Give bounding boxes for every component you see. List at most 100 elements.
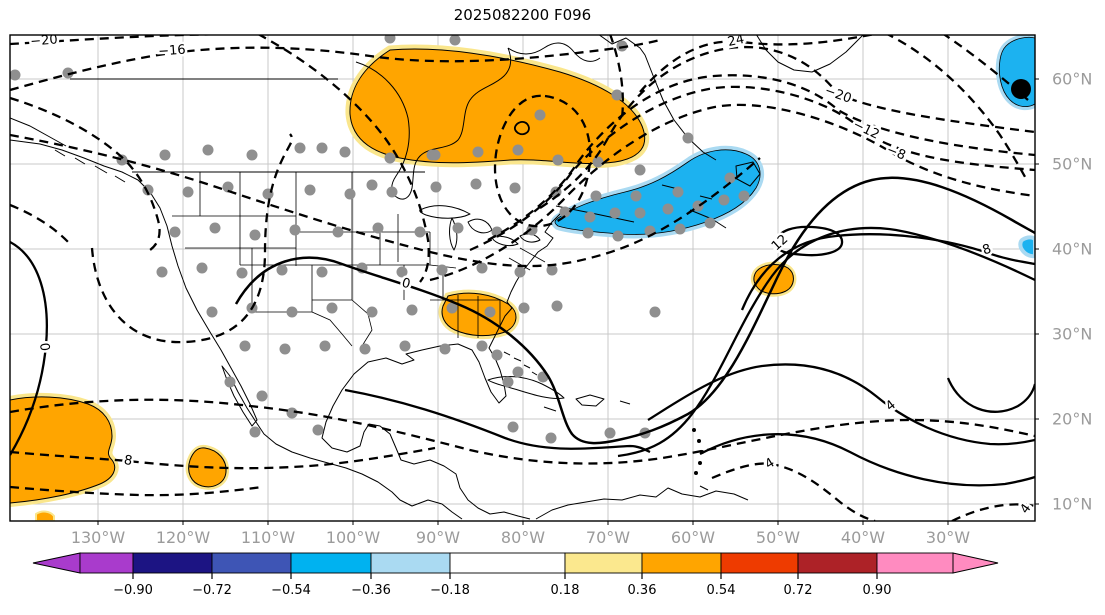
contour-dashed-neg20-nw	[10, 35, 246, 46]
y-tick-label: 60°N	[1052, 69, 1093, 89]
x-tick-label: 40°W	[840, 528, 886, 547]
station-dot	[436, 264, 448, 276]
station-dot	[551, 300, 563, 312]
station-dot	[430, 181, 442, 193]
station-dot	[406, 304, 418, 316]
contour-dashed-canada-diag	[257, 35, 430, 283]
station-dot	[718, 194, 730, 206]
station-dot	[491, 349, 503, 361]
station-dot	[634, 164, 646, 176]
station-dot	[518, 302, 530, 314]
station-dot	[512, 144, 524, 156]
station-dot	[724, 172, 736, 184]
station-dot	[169, 226, 181, 238]
station-dot	[552, 154, 564, 166]
shade-pacific-positive	[10, 392, 230, 521]
colorbar-tick-label: 0.90	[863, 583, 892, 598]
colorbar-segment	[370, 552, 451, 574]
y-tick-label: 30°N	[1052, 324, 1093, 344]
contour-dashed-ungava	[609, 35, 625, 119]
colorbar-segment	[290, 552, 372, 574]
x-tick-label: 90°W	[415, 528, 461, 547]
station-dot	[396, 266, 408, 278]
contour-label: 0	[400, 276, 412, 293]
station-dot	[206, 306, 218, 318]
station-dot	[429, 149, 441, 161]
colorbar-segment	[797, 552, 878, 574]
station-dot	[344, 188, 356, 200]
contour-dashed-south-long	[10, 398, 1035, 465]
station-dot	[502, 376, 514, 388]
station-dot	[246, 149, 258, 161]
station-dot	[399, 340, 411, 352]
station-dot	[582, 227, 594, 239]
contour-solid-4-tropic	[647, 363, 1035, 446]
hudson-bay	[355, 42, 601, 200]
x-tick-label: 110°W	[240, 528, 296, 547]
shade-dark-core	[1011, 79, 1031, 99]
contour-solid-tiny-loop	[513, 121, 530, 136]
station-dot	[704, 217, 716, 229]
station-dot	[326, 302, 338, 314]
colorbar-segment	[876, 552, 954, 574]
contour-dashed-ne-corner2	[942, 35, 1029, 101]
station-dot	[316, 266, 328, 278]
caribbean-islands	[487, 351, 709, 491]
contour-dashed-nw-short	[10, 203, 71, 245]
coastlines	[10, 35, 864, 520]
coast-south-america	[535, 487, 749, 520]
station-dot	[414, 226, 426, 238]
x-tick-label: 60°W	[670, 528, 716, 547]
station-dot	[10, 69, 21, 81]
contour-dashed-great-basin	[90, 133, 294, 344]
station-dot	[366, 179, 378, 191]
contour-dashed-se-corner	[951, 503, 1035, 521]
contour-dashed-neg24	[639, 35, 876, 93]
station-dot	[514, 266, 526, 278]
station-dot	[649, 306, 661, 318]
colorbar-segment	[449, 552, 566, 574]
station-dot	[609, 207, 621, 219]
station-dot	[472, 146, 484, 158]
contour-dashed-plains	[10, 133, 761, 268]
contour-dashed-ne-corner1	[886, 35, 1029, 183]
contour-dashed-neg20e	[539, 45, 1035, 209]
colorbar-tick-label: −0.72	[192, 583, 232, 598]
station-dot	[386, 186, 398, 198]
contours-dashed	[10, 35, 1035, 521]
station-dot	[449, 35, 461, 46]
contour-solid-4-ridge	[617, 226, 1035, 458]
x-tick-label: 50°W	[755, 528, 801, 547]
contour-solid-tropic2	[699, 433, 1035, 487]
contour-dashed-neg12	[469, 85, 1035, 252]
contour-solid-12-closed	[774, 225, 844, 257]
station-dot	[584, 211, 596, 223]
colorbar-tick-label: −0.90	[113, 583, 153, 598]
state-borders	[172, 172, 546, 347]
station-dot	[159, 149, 171, 161]
station-dot	[332, 226, 344, 238]
station-dot	[316, 142, 328, 154]
station-dot	[384, 152, 396, 164]
station-dot	[304, 184, 316, 196]
station-dot	[196, 262, 208, 274]
station-dot	[372, 222, 384, 234]
station-dot	[156, 266, 168, 278]
x-tick-label: 70°W	[585, 528, 631, 547]
station-dot	[209, 222, 221, 234]
contour-solid-0-west	[10, 240, 48, 456]
station-dot	[534, 109, 546, 121]
station-dot	[559, 206, 571, 218]
contour-label: −8	[884, 142, 907, 163]
colorbar-tick-label: 0.18	[551, 583, 580, 598]
contour-solid-8-ridge	[740, 233, 1035, 311]
contour-dashed-sw-lower	[10, 485, 263, 497]
station-dot	[512, 366, 524, 378]
station-dot	[476, 262, 488, 274]
station-dot	[202, 144, 214, 156]
station-dot	[592, 156, 604, 168]
station-dot	[507, 421, 519, 433]
station-dot	[476, 340, 488, 352]
